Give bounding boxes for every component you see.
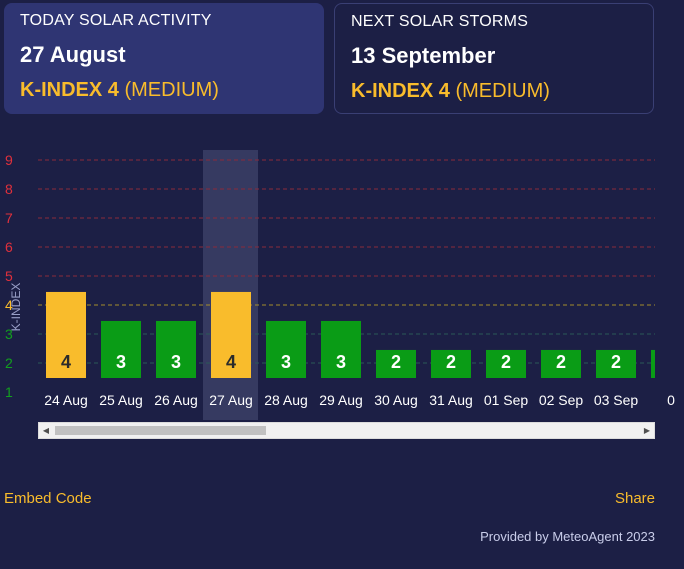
bar[interactable]	[321, 320, 361, 378]
x-tick-label: 02 Sep	[539, 392, 584, 408]
x-tick-label: 24 Aug	[44, 392, 88, 408]
bar[interactable]	[431, 349, 471, 378]
highlight-band	[203, 150, 258, 420]
bar-value-label: 3	[116, 352, 126, 372]
y-tick-label: 1	[5, 384, 13, 400]
next-storm-card: NEXT SOLAR STORMS 13 September K-INDEX 4…	[334, 3, 654, 114]
next-label: NEXT SOLAR STORMS	[351, 13, 529, 30]
bar[interactable]	[486, 349, 526, 378]
x-tick-label: 25 Aug	[99, 392, 143, 408]
y-tick-label: 9	[5, 152, 13, 168]
bar-value-label: 3	[281, 352, 291, 372]
today-date: 27 August	[20, 42, 126, 67]
bar[interactable]	[266, 320, 306, 378]
bar-value-label: 4	[61, 352, 71, 372]
bar-value-label: 2	[391, 352, 401, 372]
next-date: 13 September	[351, 43, 496, 68]
bar-value-label: 3	[336, 352, 346, 372]
embed-code-link[interactable]: Embed Code	[4, 490, 92, 507]
bar-value-label: 4	[226, 352, 236, 372]
footer-credit: Provided by MeteoAgent 2023	[480, 529, 655, 544]
x-tick-label: 03 Sep	[594, 392, 639, 408]
x-tick-label: 0	[667, 392, 675, 408]
bar-value-label: 2	[556, 352, 566, 372]
y-tick-label: 7	[5, 210, 13, 226]
bar-value-label: 2	[611, 352, 621, 372]
x-tick-label: 31 Aug	[429, 392, 473, 408]
x-tick-label: 27 Aug	[209, 392, 253, 408]
y-axis-label: K-INDEX	[9, 282, 23, 332]
chart-svg: 9 8 7 6 5 4 3 2 1 4 24 Aug 3 25 Aug 3 26 Aug 4 27 Aug 3 28…	[5, 150, 675, 420]
x-tick-label: 29 Aug	[319, 392, 363, 408]
next-kindex: K-INDEX 4	[351, 80, 450, 102]
bar[interactable]	[46, 291, 86, 378]
today-label: TODAY SOLAR ACTIVITY	[20, 12, 212, 29]
bar[interactable]	[541, 349, 581, 378]
bar[interactable]	[651, 349, 655, 378]
x-tick-label: 01 Sep	[484, 392, 529, 408]
y-tick-label: 3	[5, 326, 13, 342]
chart-scrollbar[interactable]: ◀ ▶	[38, 422, 655, 439]
bar-value-label: 2	[501, 352, 511, 372]
today-kindex-line: K-INDEX 4 (MEDIUM)	[20, 79, 308, 102]
scroll-right-button[interactable]: ▶	[643, 426, 651, 435]
today-kindex: K-INDEX 4	[20, 79, 119, 101]
bar[interactable]	[101, 320, 141, 378]
scroll-thumb[interactable]	[55, 426, 266, 435]
bar-value-label: 3	[171, 352, 181, 372]
scroll-left-button[interactable]: ◀	[42, 426, 50, 435]
next-level: (MEDIUM)	[455, 80, 550, 102]
bar[interactable]	[596, 349, 636, 378]
y-tick-label: 4	[5, 297, 13, 313]
x-tick-label: 26 Aug	[154, 392, 198, 408]
x-tick-label: 30 Aug	[374, 392, 418, 408]
next-kindex-line: K-INDEX 4 (MEDIUM)	[351, 80, 637, 103]
bar[interactable]	[376, 349, 416, 378]
y-tick-label: 8	[5, 181, 13, 197]
y-tick-label: 5	[5, 268, 13, 284]
y-tick-label: 6	[5, 239, 13, 255]
y-tick-label: 2	[5, 355, 13, 371]
kindex-chart: 9 8 7 6 5 4 3 2 1 4 24 Aug 3 25 Aug 3 26 Aug 4 27 Aug 3 28…	[0, 140, 684, 470]
bar[interactable]	[211, 291, 251, 378]
x-tick-label: 28 Aug	[264, 392, 308, 408]
today-level: (MEDIUM)	[124, 79, 219, 101]
share-link[interactable]: Share	[614, 490, 655, 507]
bar-value-label: 2	[446, 352, 456, 372]
bar[interactable]	[156, 320, 196, 378]
today-card: TODAY SOLAR ACTIVITY 27 August K-INDEX 4…	[4, 3, 324, 114]
